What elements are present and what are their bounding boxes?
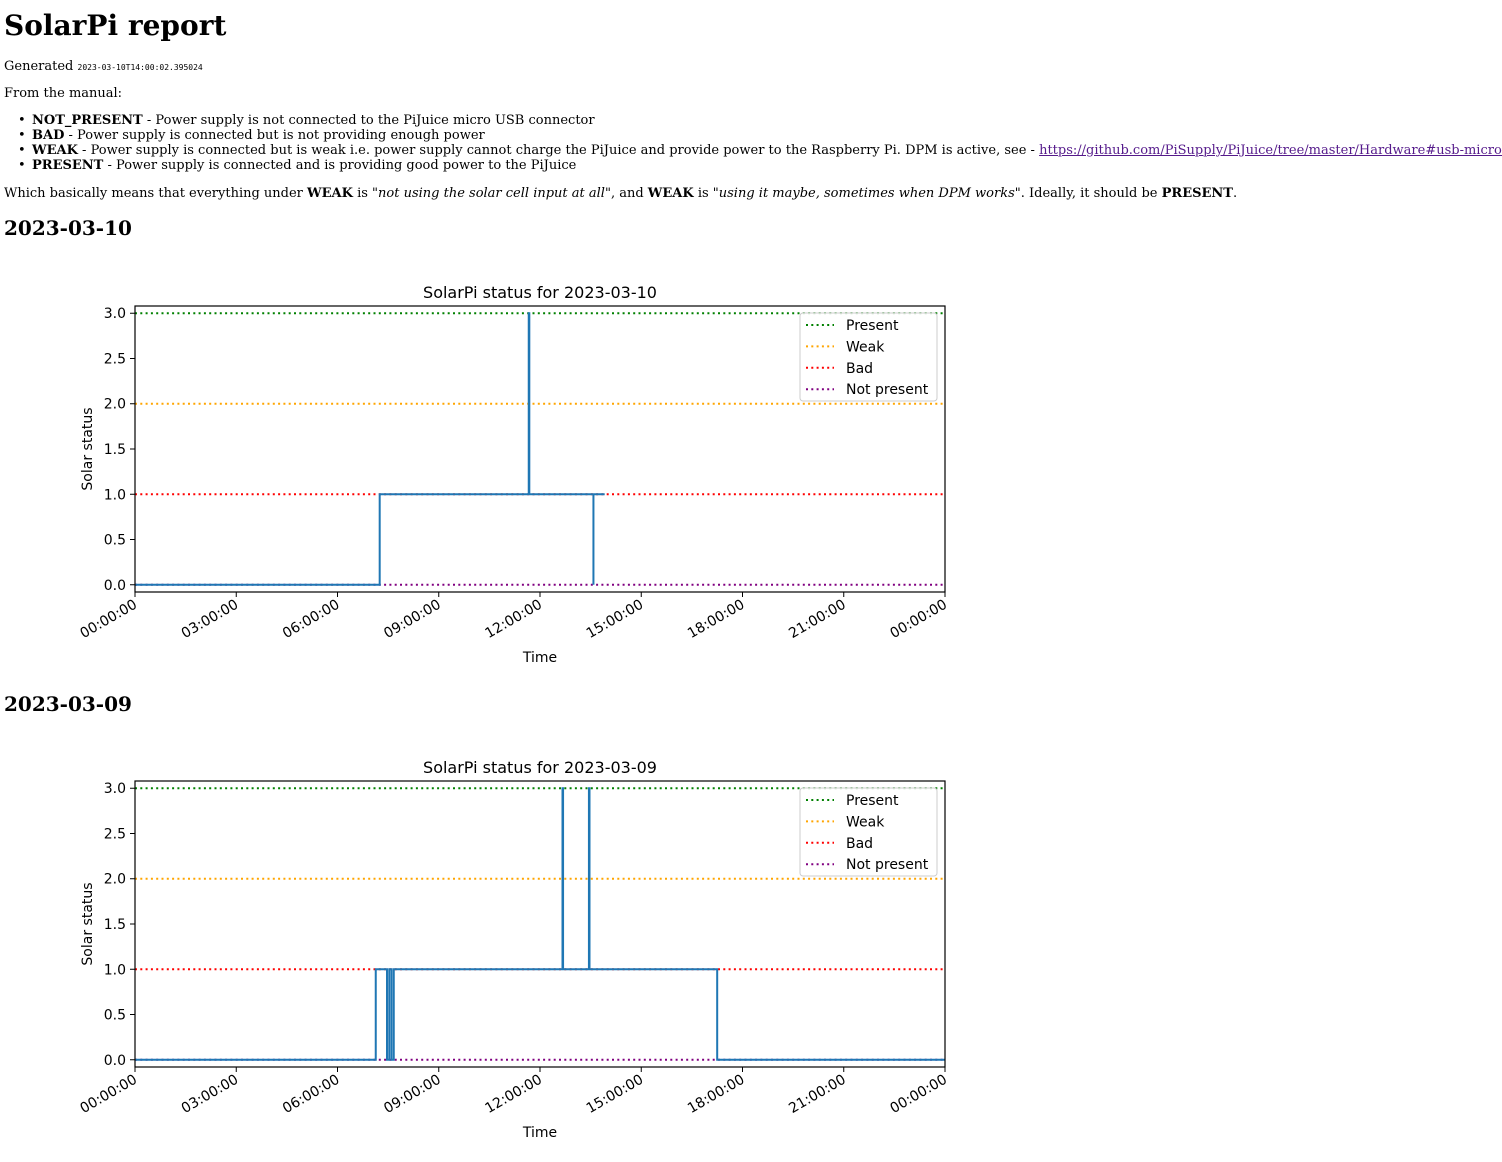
y-tick-label: 0.0 (104, 578, 126, 594)
legend-label: Bad (846, 836, 873, 852)
y-tick-label: 1.5 (104, 442, 126, 458)
generated-timestamp: 2023-03-10T14:00:02.395024 (77, 63, 203, 72)
bullet-icon: • (18, 128, 26, 143)
manual-intro: From the manual: (4, 86, 123, 101)
y-tick-label: 2.5 (104, 826, 126, 842)
chart-title: SolarPi status for 2023-03-09 (423, 758, 657, 777)
y-axis-label: Solar status (80, 882, 96, 965)
y-tick-label: 2.5 (104, 351, 126, 367)
y-tick-label: 2.0 (104, 397, 126, 413)
page-title: SolarPi report (4, 9, 227, 42)
status-series-line (135, 787, 945, 1061)
chart-title: SolarPi status for 2023-03-10 (423, 283, 657, 302)
legend-label: Present (846, 793, 899, 809)
legend-label: Bad (846, 361, 873, 377)
summary-text: , and (610, 186, 648, 201)
solar-status-chart: SolarPi status for 2023-03-10 0.0 0.5 1.0 1.… (78, 283, 950, 666)
legend-label: Not present (846, 382, 929, 398)
y-tick-label: 0.5 (104, 533, 126, 549)
definition-text: - Power supply is not connected to the P… (142, 113, 595, 128)
day-heading: 2023-03-10 (4, 216, 132, 240)
summary-term: PRESENT (1161, 186, 1233, 201)
x-tick-label: 18:00:00 (685, 597, 747, 642)
x-tick-label: 06:00:00 (280, 1072, 342, 1117)
x-tick-label: 00:00:00 (78, 597, 140, 642)
day-heading: 2023-03-09 (4, 692, 132, 716)
chart-legend: Present Weak Bad Not present (799, 312, 938, 402)
legend-label: Present (846, 318, 899, 334)
legend-label: Weak (846, 814, 885, 830)
y-tick-label: 0.0 (104, 1053, 126, 1069)
legend-box (799, 787, 938, 877)
y-tick-label: 3.0 (104, 781, 126, 797)
x-tick-label: 00:00:00 (888, 1072, 950, 1117)
summary-quote: "not using the solar cell input at all" (372, 186, 611, 201)
list-item: • WEAK - Power supply is connected but is… (18, 143, 1502, 158)
x-axis-label: Time (522, 1125, 557, 1141)
list-item: • NOT_PRESENT - Power supply is not conne… (18, 113, 1502, 128)
bullet-icon: • (18, 113, 26, 128)
summary-text: . Ideally, it should be (1020, 186, 1162, 201)
bullet-icon: • (18, 158, 26, 173)
x-tick-label: 18:00:00 (685, 1072, 747, 1117)
summary-text: is (693, 186, 713, 201)
y-axis-label: Solar status (80, 407, 96, 490)
list-item: • PRESENT - Power supply is connected and… (18, 158, 1502, 173)
summary-quote: "using it maybe, sometimes when DPM work… (712, 186, 1021, 201)
x-tick-label: 15:00:00 (584, 597, 646, 642)
summary-text: . (1232, 186, 1238, 201)
summary-paragraph: Which basically means that everything un… (4, 185, 1237, 203)
x-tick-label: 03:00:00 (179, 1072, 241, 1117)
definition-term: PRESENT (32, 158, 104, 173)
x-tick-label: 09:00:00 (381, 1072, 443, 1117)
x-tick-label: 12:00:00 (483, 1072, 545, 1117)
y-tick-label: 1.0 (104, 487, 126, 503)
summary-text: Which basically means that everything un… (4, 186, 308, 201)
summary-text: is (352, 186, 373, 201)
x-tick-label: 12:00:00 (483, 597, 545, 642)
status-series-line (135, 312, 605, 586)
legend-box (799, 312, 938, 402)
x-tick-label: 03:00:00 (179, 597, 241, 642)
summary-term: WEAK (647, 186, 694, 201)
x-tick-label: 00:00:00 (888, 597, 950, 642)
definitions-list: • NOT_PRESENT - Power supply is not conne… (18, 113, 1502, 173)
solar-status-chart: SolarPi status for 2023-03-09 0.0 0.5 1.0 1.… (78, 758, 950, 1141)
definition-text: - Power supply is connected but is not p… (64, 128, 485, 143)
legend-label: Not present (846, 857, 929, 873)
x-tick-label: 21:00:00 (786, 597, 848, 642)
bullet-icon: • (18, 143, 26, 158)
definition-text: - Power supply is connected and is provi… (103, 158, 577, 173)
definition-term: WEAK (32, 143, 78, 158)
y-tick-label: 1.5 (104, 917, 126, 933)
x-tick-label: 06:00:00 (280, 597, 342, 642)
definition-term: BAD (32, 128, 65, 143)
y-tick-label: 0.5 (104, 1008, 126, 1024)
list-item: • BAD - Power supply is connected but is … (18, 128, 1502, 143)
y-tick-label: 1.0 (104, 962, 126, 978)
summary-term: WEAK (307, 186, 353, 201)
x-tick-label: 21:00:00 (786, 1072, 848, 1117)
definition-text: - Power supply is connected but is weak … (77, 143, 1040, 158)
usb-micro-input-link[interactable]: https://github.com/PiSupply/PiJuice/tree… (1039, 143, 1502, 158)
definition-term: NOT_PRESENT (32, 113, 143, 128)
x-tick-label: 00:00:00 (78, 1072, 140, 1117)
generated-line: Generated 2023-03-10T14:00:02.395024 (4, 58, 203, 77)
x-tick-label: 09:00:00 (381, 597, 443, 642)
generated-label: Generated (4, 59, 74, 74)
legend-label: Weak (846, 339, 885, 355)
y-tick-label: 3.0 (104, 306, 126, 322)
x-tick-label: 15:00:00 (584, 1072, 646, 1117)
x-axis-label: Time (522, 650, 557, 666)
y-tick-label: 2.0 (104, 872, 126, 888)
chart-legend: Present Weak Bad Not present (799, 787, 938, 877)
